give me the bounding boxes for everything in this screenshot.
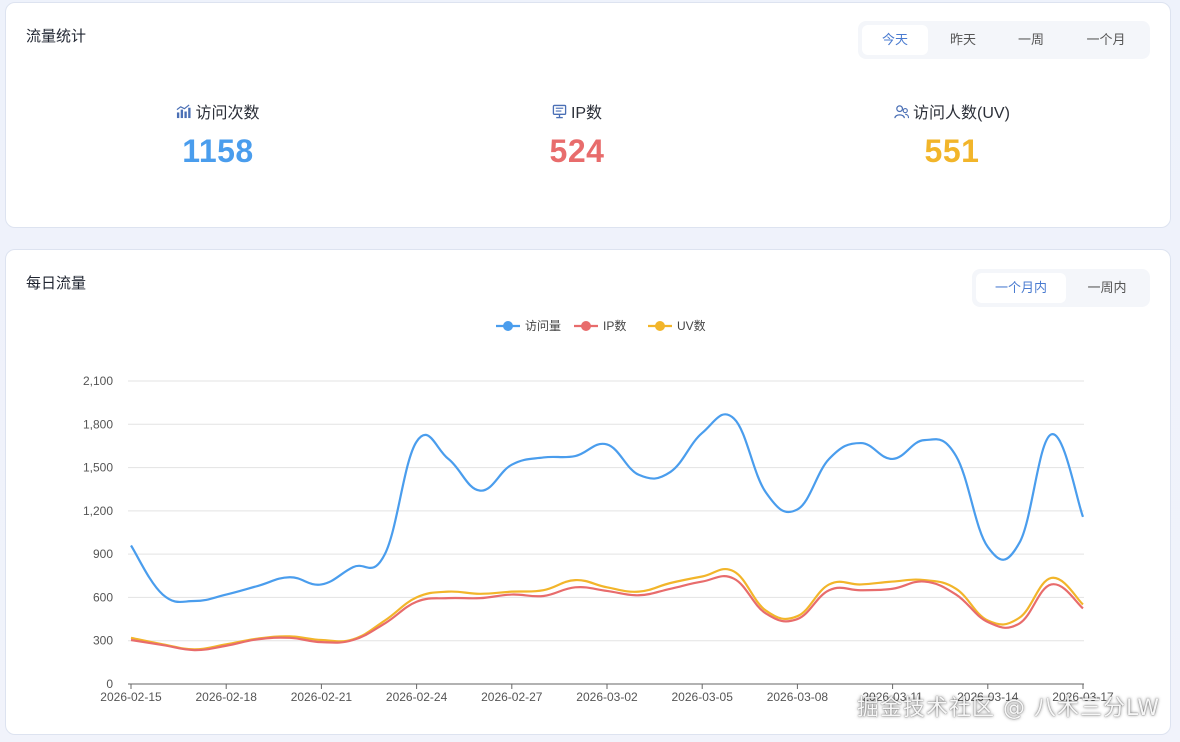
- y-tick-label: 300: [93, 634, 113, 648]
- tab-month[interactable]: 一个月: [1086, 32, 1126, 47]
- daily-traffic-card: 每日流量 一个月内 一周内 0 300 600 900 1,200 1,500 1,800 2…: [5, 249, 1171, 735]
- stat-visits-value: 1158: [182, 133, 254, 169]
- legend-label: UV数: [677, 318, 706, 333]
- series-line-2: [130, 567, 1084, 651]
- legend-marker: [655, 321, 665, 331]
- y-tick-label: 0: [106, 677, 113, 691]
- daily-traffic-chart: 0 300 600 900 1,200 1,500 1,800 2,100 2026-02-15…: [83, 318, 1114, 704]
- tab-within-month[interactable]: 一个月内: [976, 273, 1066, 303]
- x-tick-label: 2026-02-15: [100, 690, 162, 704]
- legend-marker: [503, 321, 513, 331]
- traffic-stats-title: 流量统计: [26, 28, 87, 45]
- stat-visits-label: 访问次数: [195, 105, 260, 122]
- tab-within-week[interactable]: 一周内: [1087, 280, 1127, 295]
- y-tick-label: 2,100: [83, 374, 113, 388]
- traffic-stats-card: 流量统计 今天 昨天 一周 一个月 访问次数 1158: [5, 2, 1171, 228]
- x-tick-label: 2026-02-24: [386, 690, 448, 704]
- stat-visits: 访问次数 1158: [98, 99, 338, 170]
- y-tick-label: 900: [93, 547, 113, 561]
- x-tick-label: 2026-02-21: [291, 690, 353, 704]
- stat-ip: IP数 524: [457, 99, 697, 170]
- legend-label: 访问量: [525, 319, 561, 333]
- period-tabs: 一个月内 一周内: [972, 269, 1150, 307]
- tab-today[interactable]: 今天: [862, 25, 928, 55]
- x-tick-label: 2026-03-17: [1052, 690, 1114, 704]
- x-tick-label: 2026-03-05: [672, 690, 734, 704]
- stat-uv-label: 访问人数(UV): [913, 105, 1010, 122]
- monitor-icon: [552, 104, 567, 118]
- tab-week[interactable]: 一周: [1017, 32, 1044, 47]
- tab-yesterday[interactable]: 昨天: [949, 32, 976, 47]
- bar-chart-icon: [177, 103, 192, 118]
- x-tick-label: 2026-02-18: [196, 690, 258, 704]
- y-tick-label: 1,200: [83, 504, 113, 518]
- x-tick-label: 2026-03-08: [767, 690, 829, 704]
- x-tick-label: 2026-03-02: [576, 690, 638, 704]
- x-tick-label: 2026-02-27: [481, 690, 543, 704]
- series-line-0: [130, 413, 1085, 604]
- daily-traffic-title: 每日流量: [26, 275, 87, 292]
- watermark: 掘金技术社区 @ 八木三分LW: [857, 696, 1160, 721]
- legend-label: IP数: [603, 318, 626, 333]
- series-line-1: [130, 575, 1084, 652]
- x-tick-label: 2026-03-11: [862, 690, 923, 704]
- stat-ip-label: IP数: [570, 105, 603, 122]
- x-tick-label: 2026-03-14: [957, 690, 1019, 704]
- legend-marker: [581, 321, 591, 331]
- y-tick-label: 1,800: [83, 417, 113, 431]
- range-tabs: 今天 昨天 一周 一个月: [858, 21, 1150, 59]
- y-tick-label: 1,500: [83, 461, 113, 475]
- users-icon: [894, 104, 910, 118]
- stat-uv: 访问人数(UV) 551: [832, 99, 1072, 170]
- y-tick-label: 600: [93, 590, 113, 604]
- stat-ip-value: 524: [549, 133, 605, 169]
- stat-uv-value: 551: [924, 133, 980, 169]
